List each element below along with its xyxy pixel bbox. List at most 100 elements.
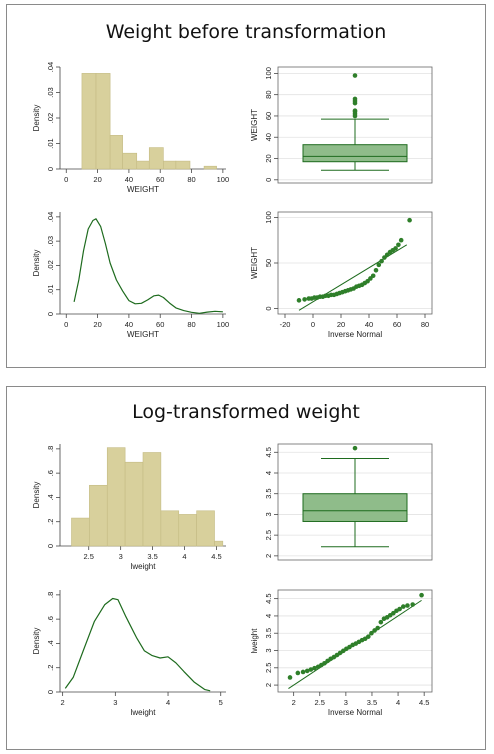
lweight-density-curve: 0 .2 .4 .6 .8 Density 2 3 4 5 lweight bbox=[32, 590, 226, 717]
histogram-bar bbox=[142, 452, 162, 547]
quantile-point bbox=[407, 217, 412, 223]
y-tick-label: 100 bbox=[264, 211, 273, 224]
y-axis-label: Density bbox=[32, 482, 41, 509]
x-tick-label: 80 bbox=[187, 175, 195, 184]
x-tick-label: 40 bbox=[125, 320, 133, 329]
quantile-point bbox=[393, 246, 398, 251]
x-tick-label: 0 bbox=[64, 320, 68, 329]
quantile-point bbox=[370, 273, 376, 279]
x-tick-label: 5 bbox=[219, 698, 223, 707]
panel-title-top: Weight before transformation bbox=[105, 21, 387, 43]
quantile-point bbox=[419, 592, 424, 598]
y-tick-label: .4 bbox=[46, 640, 55, 646]
x-tick-label: 3.5 bbox=[367, 698, 377, 707]
weight-qq-plot: 0 50 100 WEIGHT -20 0 20 40 60 80 Inverse Normal bbox=[250, 211, 433, 339]
density-line bbox=[73, 218, 223, 314]
y-tick-label: 2 bbox=[264, 554, 273, 558]
x-axis-label: WEIGHT bbox=[127, 330, 159, 339]
y-tick-label: 3.5 bbox=[264, 488, 273, 498]
panel-title-bottom: Log-transformed weight bbox=[132, 401, 360, 423]
y-axis-label: WEIGHT bbox=[250, 247, 259, 279]
y-tick-label: 0 bbox=[46, 544, 55, 548]
quantile-point bbox=[373, 267, 379, 273]
quantile-point bbox=[405, 603, 410, 608]
y-tick-label: .2 bbox=[46, 665, 55, 671]
y-tick-label: .8 bbox=[46, 446, 55, 452]
x-tick-label: 20 bbox=[93, 320, 101, 329]
x-tick-label: 4.5 bbox=[211, 552, 221, 561]
x-tick-label: 4 bbox=[182, 552, 186, 561]
x-tick-label: 3 bbox=[113, 698, 117, 707]
x-tick-label: 4.5 bbox=[419, 698, 429, 707]
y-axis-label: lweight bbox=[250, 628, 259, 654]
quantile-point bbox=[378, 619, 384, 625]
y-tick-label: 0 bbox=[264, 178, 273, 182]
y-tick-label: 2 bbox=[264, 683, 273, 687]
histogram-bar bbox=[214, 540, 224, 547]
y-tick-label: 100 bbox=[264, 67, 273, 80]
y-tick-label: 3.5 bbox=[264, 628, 273, 638]
histogram-bar bbox=[160, 510, 180, 547]
histogram-bar bbox=[81, 73, 97, 170]
y-tick-label: .01 bbox=[46, 138, 55, 148]
y-axis-label: Density bbox=[32, 250, 41, 277]
quantile-point bbox=[397, 606, 402, 612]
x-tick-label: 0 bbox=[64, 175, 68, 184]
histogram-bar bbox=[95, 73, 111, 170]
y-tick-label: .6 bbox=[46, 470, 55, 476]
quantile-point bbox=[410, 602, 415, 607]
histogram-bar bbox=[178, 514, 197, 547]
x-tick-label: 80 bbox=[421, 320, 429, 329]
y-tick-label: 80 bbox=[264, 90, 273, 98]
x-axis-label: WEIGHT bbox=[127, 185, 159, 194]
quantile-point bbox=[391, 610, 396, 616]
x-tick-label: 60 bbox=[156, 320, 164, 329]
quantile-point bbox=[295, 670, 301, 676]
y-tick-label: 0 bbox=[46, 167, 55, 171]
histogram-bar bbox=[71, 517, 90, 547]
quantile-point bbox=[304, 668, 310, 674]
y-tick-label: .4 bbox=[46, 494, 55, 500]
y-tick-label: .04 bbox=[46, 62, 55, 72]
x-tick-label: -20 bbox=[280, 320, 291, 329]
quantile-point bbox=[396, 242, 401, 248]
weight-density-curve: 0 .01 .02 .03 .04 Density 0 20 40 60 80 100 WEIGHT bbox=[32, 212, 230, 339]
quantile-point bbox=[369, 630, 374, 636]
histogram-bar bbox=[148, 147, 164, 170]
histogram-bar bbox=[196, 510, 215, 547]
histogram-bar bbox=[124, 461, 144, 547]
x-tick-label: 100 bbox=[217, 175, 230, 184]
y-tick-label: 50 bbox=[264, 259, 273, 267]
x-tick-label: 80 bbox=[187, 320, 195, 329]
histogram-bar bbox=[175, 160, 191, 170]
plot-frame bbox=[277, 589, 433, 693]
quantile-point bbox=[300, 669, 306, 675]
x-tick-label: 40 bbox=[125, 175, 133, 184]
x-tick-label: 4 bbox=[166, 698, 170, 707]
y-tick-label: .8 bbox=[46, 592, 55, 598]
weight-boxplot: 0 20 40 60 80 100 WEIGHT bbox=[250, 66, 433, 184]
x-tick-label: 4 bbox=[396, 698, 400, 707]
histogram-bar bbox=[203, 165, 217, 170]
outlier-point bbox=[352, 445, 358, 451]
y-tick-label: 0 bbox=[46, 312, 55, 316]
y-tick-label: 60 bbox=[264, 112, 273, 120]
x-tick-label: 20 bbox=[93, 175, 101, 184]
y-tick-label: 4 bbox=[264, 471, 273, 475]
y-tick-label: 0 bbox=[46, 690, 55, 694]
x-tick-label: 20 bbox=[337, 320, 345, 329]
x-tick-label: 60 bbox=[393, 320, 401, 329]
x-tick-label: 100 bbox=[217, 320, 230, 329]
y-tick-label: .03 bbox=[46, 87, 55, 97]
histogram-bar bbox=[106, 447, 126, 547]
y-tick-label: .2 bbox=[46, 519, 55, 525]
quantile-point bbox=[400, 604, 406, 609]
quantile-point bbox=[379, 258, 384, 264]
x-tick-label: 2 bbox=[61, 698, 65, 707]
histogram-bar bbox=[89, 484, 108, 547]
plot-frame bbox=[277, 66, 433, 184]
y-axis-label: Density bbox=[32, 628, 41, 655]
y-tick-label: .01 bbox=[46, 284, 55, 294]
x-tick-label: 0 bbox=[311, 320, 315, 329]
histogram-bar bbox=[163, 160, 177, 170]
